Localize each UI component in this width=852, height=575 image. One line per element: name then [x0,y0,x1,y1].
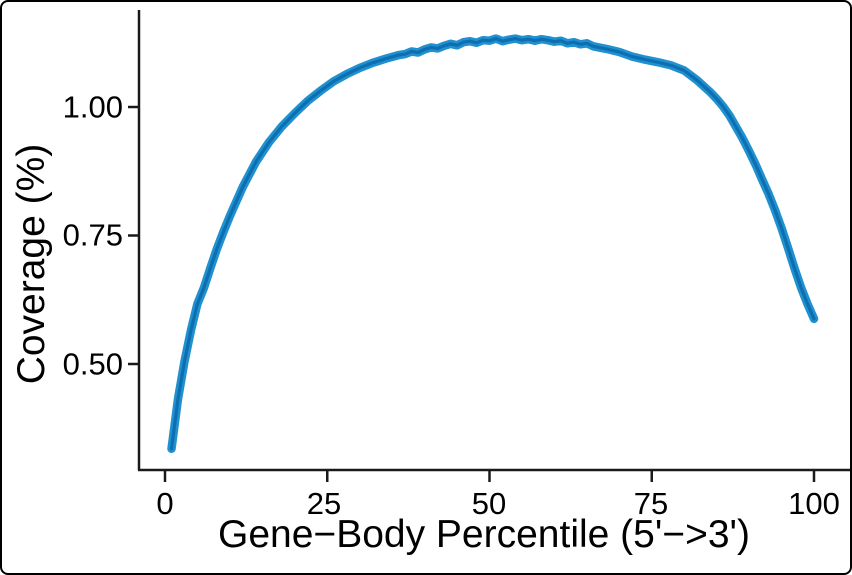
x-axis-title: Gene−Body Percentile (5'−>3') [218,513,750,556]
x-tick-label-0: 0 [156,486,174,521]
x-tick-label-100: 100 [788,486,840,521]
y-tick-label-0.50: 0.50 [62,346,123,382]
x-tick-label-25: 25 [306,486,342,521]
coverage-curve [167,34,819,454]
x-tick-label-50: 50 [471,486,507,521]
y-tick-label-1.00: 1.00 [62,89,123,125]
axes [128,10,850,482]
y-axis-title: Coverage (%) [10,143,53,385]
x-tick-label-75: 75 [633,486,669,521]
y-tick-label-0.75: 0.75 [62,217,123,253]
